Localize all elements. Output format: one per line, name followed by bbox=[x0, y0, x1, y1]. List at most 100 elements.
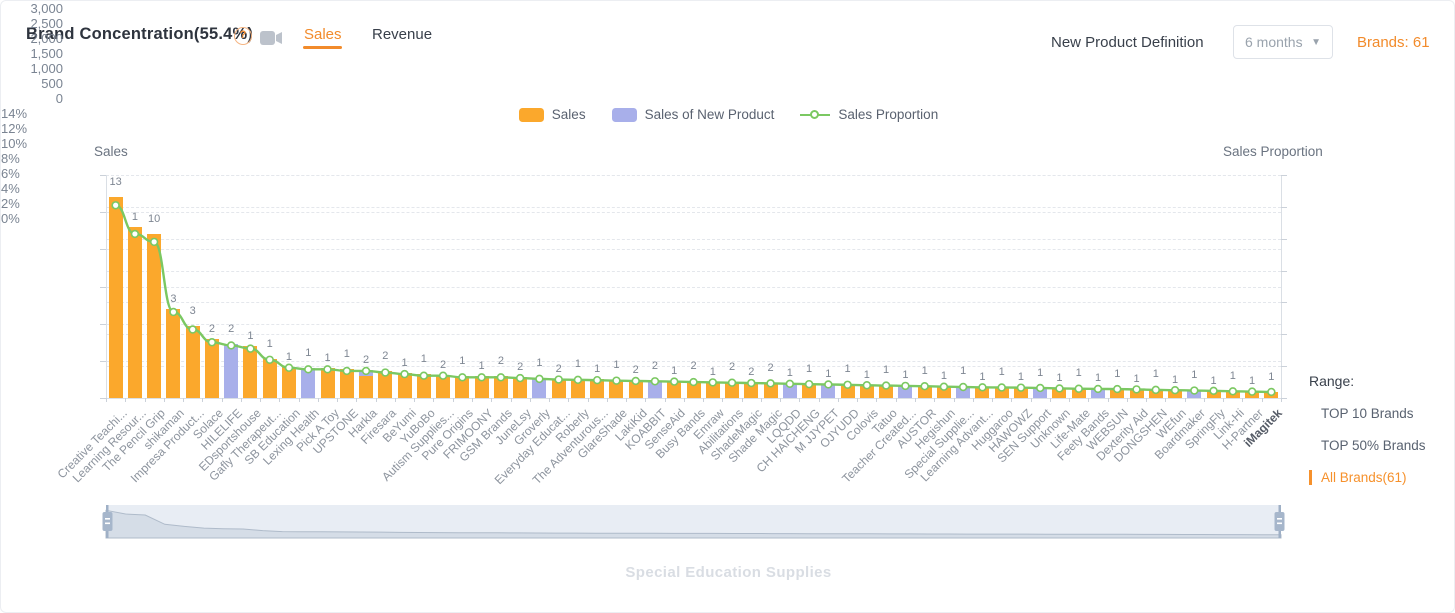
chevron-down-icon: ▼ bbox=[1311, 36, 1321, 48]
grid-line bbox=[106, 360, 1281, 362]
bar-sales[interactable] bbox=[590, 379, 605, 398]
bar-new-product[interactable] bbox=[1033, 387, 1048, 398]
x-tick bbox=[683, 398, 685, 402]
bar-sales[interactable] bbox=[570, 379, 585, 398]
bar-sales[interactable] bbox=[802, 383, 817, 398]
tab-sales[interactable]: Sales bbox=[304, 26, 342, 43]
x-axis-line bbox=[106, 398, 1281, 399]
left-axis-line bbox=[106, 175, 107, 398]
camera-icon[interactable] bbox=[260, 31, 282, 50]
bar-value-label: 2 bbox=[555, 362, 562, 375]
data-zoom-slider[interactable] bbox=[102, 505, 1285, 539]
bar-new-product[interactable] bbox=[301, 367, 316, 398]
range-option-top50pct[interactable]: TOP 50% Brands bbox=[1321, 438, 1426, 453]
bar-sales[interactable] bbox=[686, 381, 701, 398]
bar-sales[interactable] bbox=[725, 382, 740, 398]
bar-new-product[interactable] bbox=[532, 377, 547, 398]
bar-sales[interactable] bbox=[1071, 388, 1086, 398]
range-option-all[interactable]: All Brands(61) bbox=[1309, 470, 1426, 485]
bar-sales[interactable] bbox=[705, 381, 720, 398]
bar-sales[interactable] bbox=[1225, 390, 1240, 398]
legend-item-new-product[interactable]: Sales of New Product bbox=[611, 107, 774, 122]
bar-sales[interactable] bbox=[513, 377, 528, 398]
bar-sales[interactable] bbox=[127, 227, 142, 398]
bar-sales[interactable] bbox=[744, 382, 759, 398]
legend-item-sales[interactable]: Sales bbox=[518, 107, 586, 122]
bar-sales[interactable] bbox=[378, 371, 393, 398]
bar-sales[interactable] bbox=[1110, 388, 1125, 398]
bar-sales[interactable] bbox=[1168, 389, 1183, 398]
bar-sales[interactable] bbox=[474, 376, 489, 398]
slider-handle-left[interactable] bbox=[102, 512, 113, 531]
bar-new-product[interactable] bbox=[647, 380, 662, 398]
bar-sales[interactable] bbox=[859, 384, 874, 398]
bar-value-label: 1 bbox=[844, 363, 851, 376]
bar-sales[interactable] bbox=[108, 197, 123, 398]
bar-sales[interactable] bbox=[551, 378, 566, 398]
new-product-definition-select[interactable]: 6 months ▼ bbox=[1233, 25, 1333, 59]
x-tick bbox=[760, 398, 762, 402]
y-tick-label-right: 6% bbox=[1, 166, 20, 181]
bar-sales[interactable] bbox=[1129, 389, 1144, 398]
bar-sales[interactable] bbox=[166, 308, 181, 398]
bar-new-product[interactable] bbox=[782, 383, 797, 398]
bar-sales[interactable] bbox=[917, 385, 932, 398]
bar-sales[interactable] bbox=[1013, 387, 1028, 398]
bar-sales[interactable] bbox=[879, 384, 894, 398]
bar-sales[interactable] bbox=[339, 369, 354, 398]
bar-sales[interactable] bbox=[397, 373, 412, 398]
x-tick bbox=[741, 398, 743, 402]
chart-legend: Sales Sales of New Product Sales Proport… bbox=[1, 107, 1454, 122]
bar-sales[interactable] bbox=[185, 325, 200, 398]
bar-new-product[interactable] bbox=[1187, 390, 1202, 398]
x-tick bbox=[260, 398, 262, 402]
y-tick-label-right: 12% bbox=[1, 121, 28, 136]
bar-new-product[interactable] bbox=[898, 385, 913, 398]
bar-sales[interactable] bbox=[359, 375, 374, 398]
bar-sales[interactable] bbox=[1052, 387, 1067, 398]
bar-sales[interactable] bbox=[1245, 391, 1260, 398]
slider-silhouette bbox=[105, 509, 1282, 539]
slider-handle-right[interactable] bbox=[1274, 512, 1285, 531]
tab-revenue[interactable]: Revenue bbox=[372, 26, 433, 43]
bar-new-product[interactable] bbox=[1091, 388, 1105, 398]
x-tick bbox=[106, 398, 107, 402]
page-title: Brand Concentration(55.4%) bbox=[26, 25, 254, 43]
x-tick bbox=[934, 398, 936, 402]
bar-sales[interactable] bbox=[975, 386, 990, 398]
bar-sales[interactable] bbox=[493, 376, 508, 398]
bar-sales[interactable] bbox=[204, 339, 219, 398]
bar-sales[interactable] bbox=[936, 386, 951, 398]
help-icon[interactable]: ? bbox=[234, 27, 252, 45]
bar-new-product[interactable] bbox=[224, 343, 239, 398]
bar-sales[interactable] bbox=[840, 384, 855, 398]
bar-new-product[interactable] bbox=[821, 383, 836, 398]
bar-sales[interactable] bbox=[763, 382, 778, 398]
range-option-top10[interactable]: TOP 10 Brands bbox=[1321, 406, 1414, 421]
y-tick-label-right: 8% bbox=[1, 151, 20, 166]
bar-sales[interactable] bbox=[1264, 391, 1279, 398]
bar-value-label: 2 bbox=[517, 361, 524, 374]
bar-sales[interactable] bbox=[147, 234, 162, 398]
bar-sales[interactable] bbox=[994, 386, 1009, 398]
bar-sales[interactable] bbox=[320, 368, 335, 398]
bar-sales[interactable] bbox=[243, 345, 258, 398]
x-tick bbox=[1146, 398, 1148, 402]
bar-sales[interactable] bbox=[1206, 390, 1221, 398]
bar-sales[interactable] bbox=[628, 380, 643, 398]
category-watermark: Special Education Supplies bbox=[625, 564, 832, 581]
x-tick bbox=[992, 398, 994, 402]
bar-new-product[interactable] bbox=[956, 386, 971, 398]
bar-sales[interactable] bbox=[262, 358, 277, 398]
bar-sales[interactable] bbox=[609, 379, 624, 398]
y-tick bbox=[1281, 398, 1287, 399]
bar-sales[interactable] bbox=[416, 374, 431, 398]
bar-sales[interactable] bbox=[1148, 389, 1163, 398]
bar-sales[interactable] bbox=[436, 374, 451, 398]
bar-sales[interactable] bbox=[667, 380, 682, 398]
legend-item-proportion[interactable]: Sales Proportion bbox=[800, 107, 938, 122]
bar-value-label: 1 bbox=[940, 370, 947, 383]
bar-sales[interactable] bbox=[281, 366, 296, 398]
bar-sales[interactable] bbox=[455, 375, 470, 398]
bar-new-product[interactable] bbox=[359, 369, 374, 376]
